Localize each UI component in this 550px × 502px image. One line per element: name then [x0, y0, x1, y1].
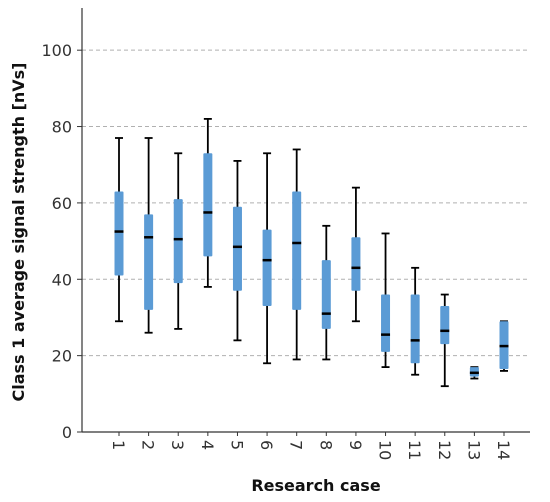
x-tick-label: 2 [139, 440, 158, 450]
iqr-box [232, 206, 242, 291]
x-tick-label: 7 [287, 440, 306, 450]
x-axis-title: Research case [251, 476, 380, 495]
box-case-12 [440, 293, 450, 388]
x-tick-label: 4 [198, 440, 217, 450]
y-tick-label: 20 [52, 347, 72, 366]
box-case-4 [203, 118, 213, 288]
iqr-box [114, 191, 124, 276]
y-tick-label: 80 [52, 118, 72, 137]
x-tick-labels: 1 2 3 4 5 6 7 8 9 10 11 12 13 14 [109, 432, 513, 460]
box-case-13 [469, 366, 479, 380]
iqr-box [381, 294, 391, 352]
box-case-7 [292, 148, 302, 361]
iqr-box [203, 153, 213, 257]
y-tick-label: 100 [41, 41, 72, 60]
box-case-5 [232, 160, 242, 342]
y-axis-title: Class 1 average signal strength [nVs] [9, 63, 28, 402]
grid-lines [82, 49, 530, 357]
x-tick-label: 12 [435, 440, 454, 460]
box-case-11 [410, 266, 420, 376]
x-tick-label: 3 [168, 440, 187, 450]
y-tick-label: 0 [62, 423, 72, 442]
iqr-box [262, 229, 272, 306]
y-tick-label: 60 [52, 194, 72, 213]
boxes [114, 118, 509, 388]
y-tick-label: 40 [52, 270, 72, 289]
box-case-1 [114, 137, 124, 323]
x-tick-label: 8 [316, 440, 335, 450]
iqr-box [321, 260, 331, 329]
box-case-9 [351, 186, 361, 323]
box-case-6 [262, 152, 272, 365]
x-tick-label: 13 [464, 440, 483, 460]
x-tick-label: 9 [346, 440, 365, 450]
x-tick-label: 14 [494, 440, 513, 460]
iqr-box [351, 237, 361, 291]
axes [81, 8, 530, 433]
box-case-14 [499, 320, 509, 372]
box-case-8 [321, 224, 331, 361]
iqr-box [440, 306, 450, 345]
x-tick-label: 10 [376, 440, 395, 460]
iqr-box [292, 191, 302, 310]
box-case-10 [381, 232, 391, 368]
x-tick-label: 6 [257, 440, 276, 450]
iqr-box [410, 294, 420, 364]
box-case-3 [173, 152, 183, 330]
iqr-box [173, 199, 183, 284]
iqr-box [144, 214, 154, 310]
box-case-2 [144, 137, 154, 334]
x-tick-label: 5 [227, 440, 246, 450]
x-tick-label: 1 [109, 440, 128, 450]
x-tick-label: 11 [405, 440, 424, 460]
y-tick-labels: 0 20 40 60 80 100 [41, 41, 82, 442]
